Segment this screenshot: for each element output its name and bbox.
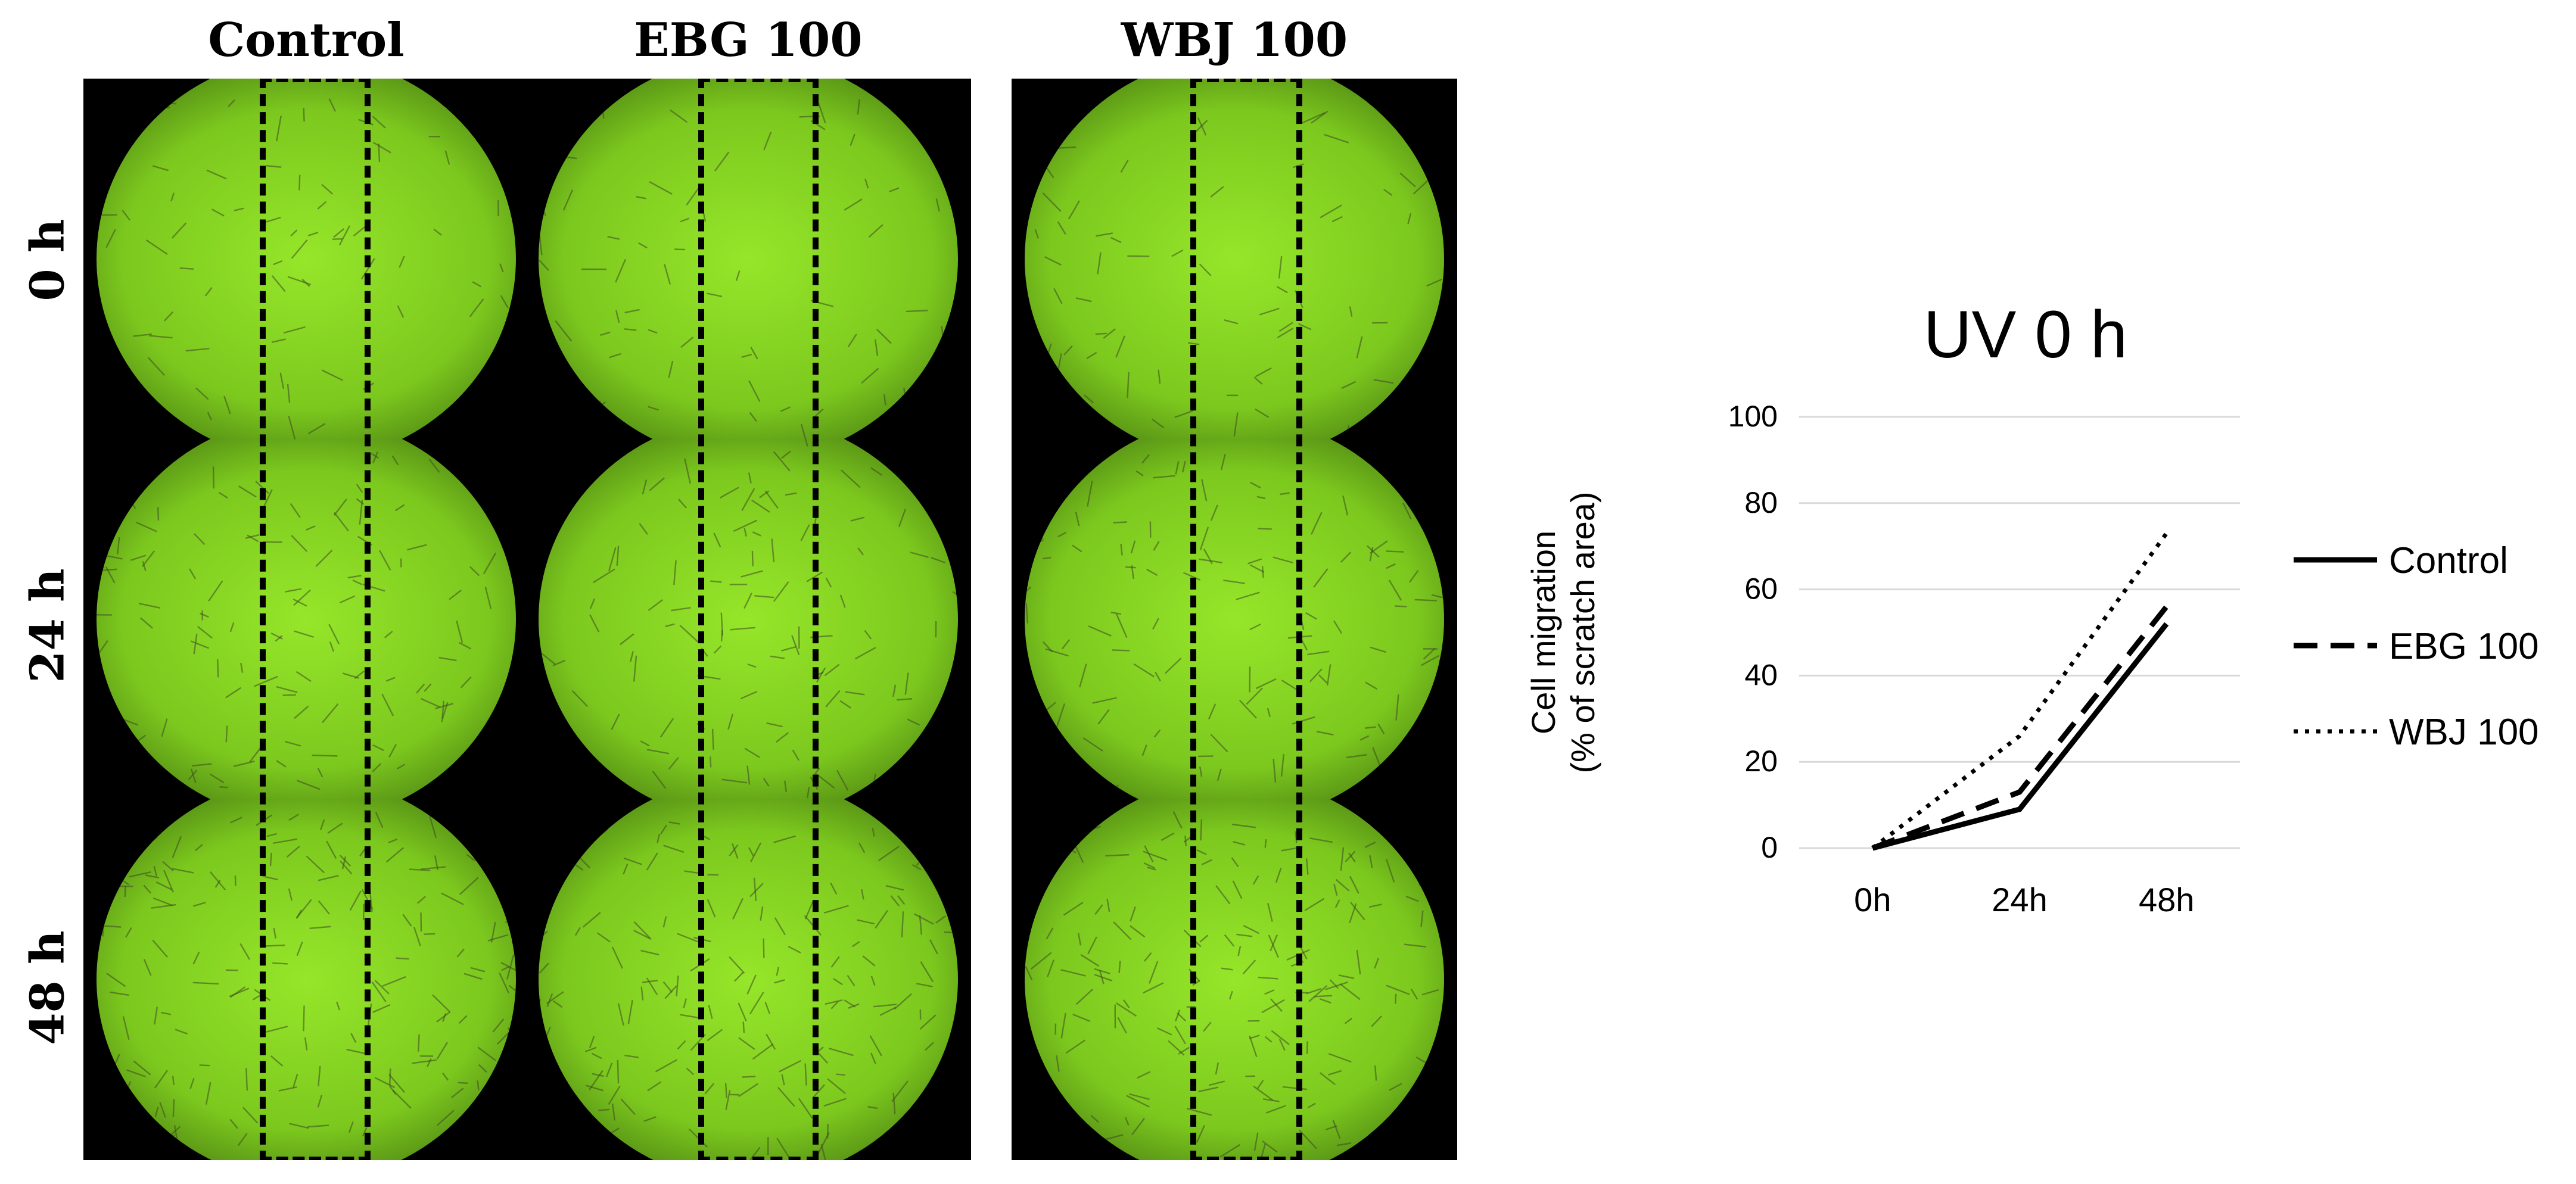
migration-line-chart: UV 0 h 0 20 40 60 80 100 0h 24h 48h Cell migration…	[1525, 297, 2539, 918]
series-line-ebg-100	[1871, 605, 2169, 851]
scratch-area-box	[260, 79, 371, 1160]
row-label-0h-text: 0 h	[20, 218, 75, 301]
row-label-24h: 24 h	[12, 566, 83, 685]
panel-title-ebg-100: EBG 100	[634, 13, 863, 67]
legend-label: WBJ 100	[2389, 712, 2539, 753]
y-tick-label: 80	[1744, 486, 1778, 519]
row-label-0h: 0 h	[12, 200, 83, 319]
legend-label: EBG 100	[2389, 626, 2539, 667]
microscopy-panel-control	[83, 79, 529, 1160]
panel-title-wbj-100: WBJ 100	[1121, 13, 1348, 67]
y-tick-label: 40	[1744, 658, 1778, 691]
y-tick-label: 20	[1744, 744, 1778, 778]
y-axis-label: Cell migration	[1525, 531, 1562, 734]
scratch-area-box	[698, 79, 819, 1160]
x-tick-label: 48h	[2139, 881, 2194, 918]
y-tick-label: 0	[1761, 831, 1778, 864]
x-tick-label: 0h	[1854, 881, 1891, 918]
microscopy-panel-ebg-100	[525, 79, 971, 1160]
legend-label: Control	[2389, 540, 2508, 581]
x-tick-label: 24h	[1992, 881, 2047, 918]
chart-title: UV 0 h	[1924, 297, 2127, 372]
y-axis-label: (% of scratch area)	[1564, 491, 1601, 773]
panel-title-control: Control	[208, 13, 405, 67]
scratch-area-box	[1190, 79, 1302, 1160]
y-tick-label: 60	[1744, 572, 1778, 606]
microscopy-panel-wbj-100	[1012, 79, 1457, 1160]
series-line-control	[1872, 622, 2169, 851]
microscopy-image-wbj-100	[1025, 79, 1444, 1160]
row-label-48h: 48 h	[12, 928, 83, 1047]
y-tick-label: 100	[1728, 400, 1778, 433]
series-line-wbj-100	[1871, 532, 2169, 850]
microscopy-image-ebg-100	[539, 79, 958, 1160]
row-label-48h-text: 48 h	[20, 930, 75, 1045]
row-label-24h-text: 24 h	[20, 568, 75, 683]
microscopy-image-control	[97, 79, 516, 1160]
